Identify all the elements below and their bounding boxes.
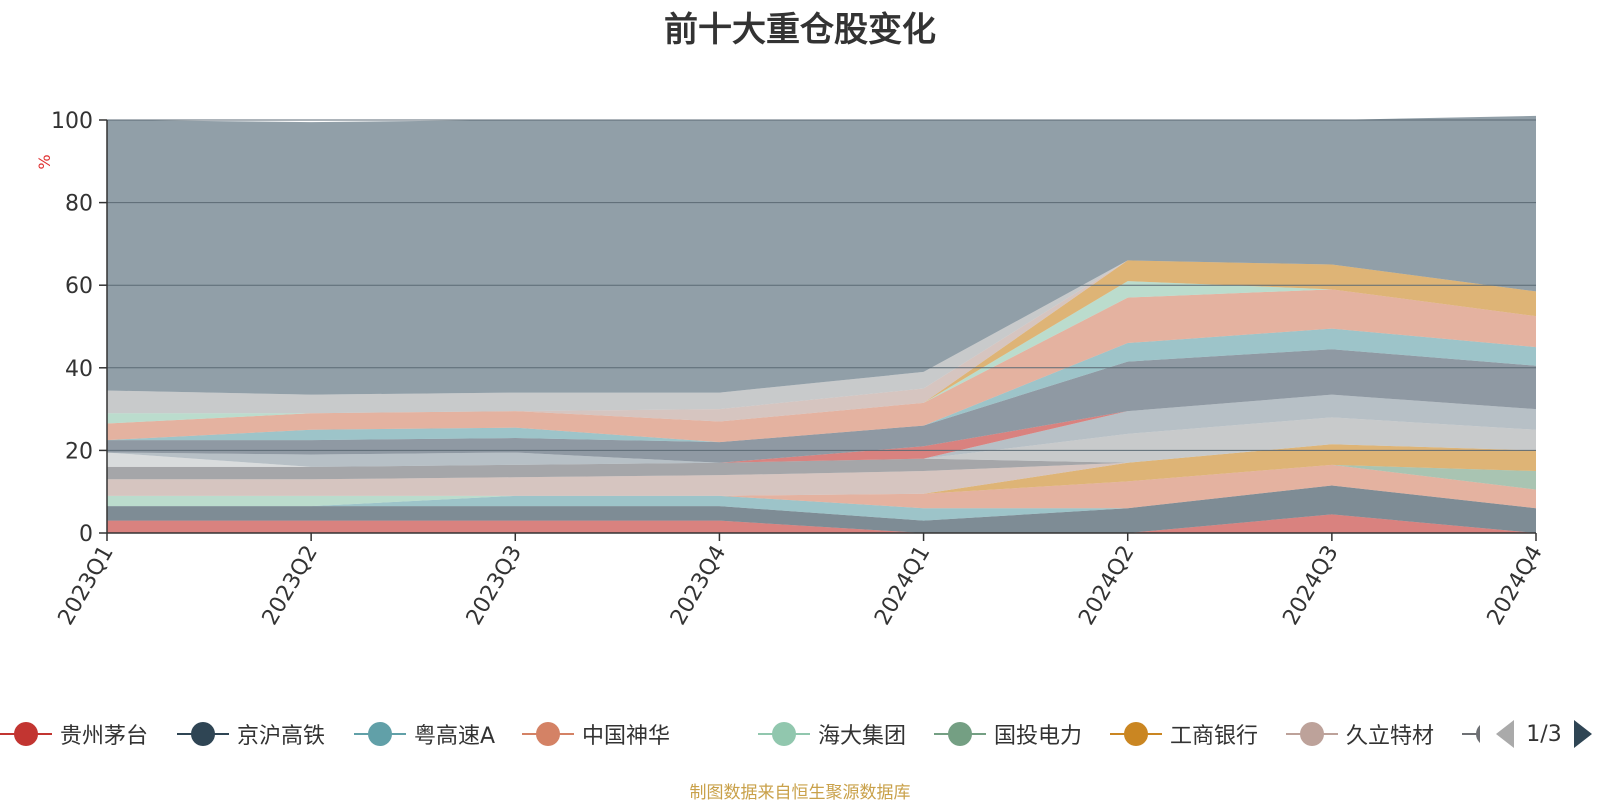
legend-item-1[interactable]: 京沪高铁	[177, 712, 325, 756]
x-tick-label-7: 2024Q4	[1483, 541, 1548, 629]
area-series-5[interactable]: 国投电力	[107, 464, 1536, 496]
legend: 贵州茅台京沪高铁粤高速A中国神华海大集团国投电力工商银行久立特材杭钢股份浦发银行…	[0, 712, 1480, 756]
area-series-17[interactable]: 招商银行	[107, 260, 1536, 422]
area-series-9[interactable]: 浦发银行	[107, 417, 1536, 467]
legend-item-2[interactable]: 粤高速A	[354, 712, 495, 756]
y-tick-label-1: 20	[65, 439, 93, 464]
area-series-6[interactable]: 工商银行	[107, 444, 1536, 496]
legend-pager: 1/3	[1496, 712, 1600, 756]
y-tick-label-2: 40	[65, 357, 93, 382]
area-series-13[interactable]: 大秦铁路	[107, 349, 1536, 463]
legend-prev-icon[interactable]	[1496, 720, 1514, 748]
x-tick-label-5: 2024Q2	[1074, 541, 1139, 629]
x-tick-label-4: 2024Q1	[870, 541, 935, 629]
legend-marker-icon	[354, 712, 406, 756]
y-tick-label-0: 0	[79, 522, 93, 547]
grid-layer	[107, 119, 1536, 451]
chart-title: 前十大重仓股变化	[664, 10, 936, 50]
area-series-15[interactable]: 中国平安	[107, 289, 1536, 443]
legend-label: 粤高速A	[414, 724, 496, 749]
legend-marker-icon	[934, 712, 986, 756]
area-series-0[interactable]: 贵州茅台	[107, 514, 1536, 533]
legend-marker-icon	[177, 712, 229, 756]
legend-page-indicator: 1/3	[1526, 721, 1562, 747]
legend-label: 海大集团	[818, 724, 907, 749]
area-series-20[interactable]: 其他	[107, 115, 1536, 395]
area-series-14[interactable]: 宁沪高速	[107, 328, 1536, 443]
legend-marker-icon	[0, 712, 52, 756]
legend-item-3[interactable]: 中国神华	[522, 712, 670, 756]
area-series-4[interactable]: 海大集团	[107, 464, 1536, 507]
legend-item-4[interactable]: 海大集团	[758, 712, 906, 756]
y-tick-label-3: 60	[65, 274, 93, 299]
x-tick-label-2: 2023Q3	[462, 541, 527, 629]
area-series-8[interactable]: 杭钢股份	[107, 444, 1536, 480]
area-series-1[interactable]: 京沪高铁	[107, 485, 1536, 533]
legend-item-7[interactable]: 久立特材	[1286, 712, 1434, 756]
x-tick-label-3: 2023Q4	[666, 541, 731, 629]
area-series-7[interactable]: 久立特材	[107, 444, 1536, 496]
source-note: 制图数据来自恒生聚源数据库	[689, 783, 911, 803]
legend-marker-icon	[1110, 712, 1162, 756]
x-tick-label-6: 2024Q3	[1278, 541, 1343, 629]
x-tick-label-1: 2023Q2	[258, 541, 323, 629]
area-series-11[interactable]: 中国石化	[107, 394, 1536, 467]
legend-label: 工商银行	[1170, 724, 1259, 749]
legend-label: 中国神华	[582, 724, 671, 749]
y-tick-label-5: 100	[51, 109, 93, 134]
legend-marker-icon	[522, 712, 574, 756]
x-tick-label-0: 2023Q1	[54, 541, 119, 629]
area-series-layer: 贵州茅台京沪高铁粤高速A中国神华海大集团国投电力工商银行久立特材杭钢股份浦发银行…	[107, 115, 1536, 533]
legend-label: 贵州茅台	[60, 724, 149, 749]
area-series-3[interactable]: 中国神华	[107, 464, 1536, 509]
y-axis-label: %	[35, 154, 54, 169]
y-tick-label-4: 80	[65, 192, 93, 217]
legend-item-0[interactable]: 贵州茅台	[0, 712, 148, 756]
legend-item-6[interactable]: 工商银行	[1110, 712, 1258, 756]
legend-marker-icon	[758, 712, 810, 756]
legend-label: 京沪高铁	[237, 724, 326, 749]
legend-marker-icon	[1286, 712, 1338, 756]
legend-next-icon[interactable]	[1574, 720, 1592, 748]
legend-label: 久立特材	[1346, 724, 1435, 749]
legend-item-5[interactable]: 国投电力	[934, 712, 1082, 756]
area-series-2[interactable]: 粤高速A	[107, 485, 1536, 521]
area-series-19[interactable]: 格力电器	[107, 260, 1536, 414]
legend-label: 国投电力	[994, 724, 1083, 749]
legend-item-8[interactable]: 杭钢股份	[1462, 712, 1480, 756]
legend-marker-icon	[1462, 712, 1480, 756]
